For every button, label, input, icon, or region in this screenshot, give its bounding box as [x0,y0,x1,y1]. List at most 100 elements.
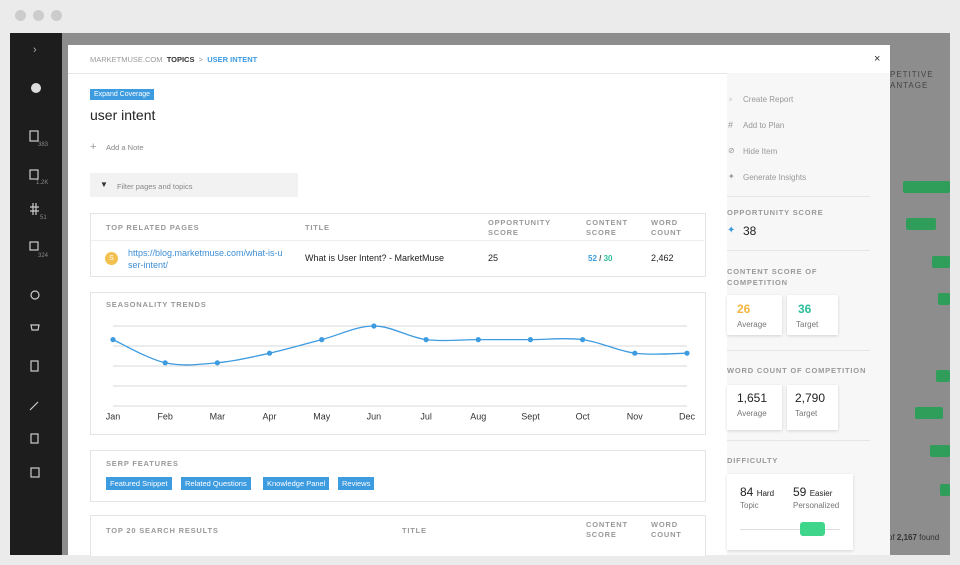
word-count: 2,462 [651,253,674,263]
action[interactable]: Add to Plan [743,121,785,130]
data-point [162,360,168,366]
stat-label: Average [737,409,767,418]
filter-box[interactable] [90,173,298,197]
x-tick-label: Aug [470,411,486,421]
window-dot [51,10,62,21]
target: 30 [603,254,613,263]
bg-bar [903,181,950,193]
target-word-count: 2,790 [795,391,826,405]
content-score: 52 / 30 [588,254,613,263]
bg-bar [906,218,936,230]
sidebar-count: 51 [40,215,47,221]
section-title: WORD COUNT OF COMPETITION [727,366,867,375]
data-point [110,337,116,343]
crumb[interactable]: MARKETMUSE.COM [90,55,163,64]
target-score: 36 [798,302,812,316]
value: 84 [740,485,754,499]
action[interactable]: Hide Item [743,147,778,156]
column-header: TOP RELATED PAGES [106,223,200,232]
filter-icon: ▼ [100,180,108,189]
bg-bar [932,256,950,268]
section-title: DIFFICULTY [727,456,779,465]
user-icon[interactable] [31,83,41,93]
close-button[interactable]: × [874,53,881,65]
modal-header [68,45,890,74]
data-point [266,350,273,356]
bg-bar [936,370,950,382]
average-word-count: 1,651 [737,391,768,405]
sidebar-toggle[interactable]: › [33,44,37,56]
column-header: TITLE [305,223,330,232]
opportunity-score: 38 [743,224,757,238]
slider-track [740,529,840,530]
stat-label: Target [795,409,818,418]
badge[interactable]: Expand Coverage [90,89,155,100]
filter-placeholder[interactable]: Filter pages and topics [117,182,193,191]
row-divider [90,240,704,241]
bg-bar [930,445,950,457]
sidebar-count: 383 [38,142,49,148]
seasonality-card [90,292,706,435]
x-tick-label: Sept [521,411,540,421]
stat-label: Target [796,320,819,329]
data-point [423,337,429,343]
serp-card [90,450,706,502]
column-header: WORD COUNT [651,520,682,539]
separator: / [599,254,602,263]
breadcrumb: MARKETMUSE.COM TOPICS > USER INTENT [90,55,257,64]
search-results-card [90,515,706,556]
difficulty-topic: 84 Hard [740,485,774,499]
x-tick-label: Apr [263,411,277,421]
x-tick-label: Jan [106,411,121,421]
section-title: CONTENT SCORE OF COMPETITION [727,267,818,287]
stat-label: Average [737,320,767,329]
serp-tag[interactable]: Featured Snippet [106,477,172,490]
x-tick-label: Jun [367,411,382,421]
column-header: CONTENT SCORE [586,520,628,539]
data-point [371,323,377,329]
stat-label: Topic [740,501,759,510]
plus-icon: + [90,141,97,153]
bg-bar [915,407,943,419]
x-tick-label: Dec [679,411,696,421]
stat-box [787,295,838,335]
topic-title: user intent [90,107,156,123]
found-count: of 2,167 found [888,533,939,542]
serp-tag[interactable]: Reviews [338,477,375,490]
separator: > [198,55,204,64]
add-note[interactable]: Add a Note [106,143,144,152]
level: Easier [809,489,833,498]
x-tick-label: Oct [576,411,591,421]
section-title: SERP FEATURES [106,459,179,468]
action[interactable]: Create Report [743,95,794,104]
value: 59 [793,485,807,499]
sidebar-count: 324 [38,253,49,259]
action-icon: ▫ [729,95,732,104]
action-icon: ✦ [728,172,735,181]
column-header: OPPORTUNITY SCORE [488,218,551,237]
column-header: TITLE [402,526,427,535]
window-dot [33,10,44,21]
serp-tag[interactable]: Knowledge Panel [263,477,330,490]
stat-box [787,385,838,430]
text: of [888,533,895,542]
bg-bar [938,293,950,305]
crumb: USER INTENT [207,55,258,64]
sidebar-icons[interactable] [26,125,50,495]
page-url[interactable]: https://blog.marketmuse.com/what-is-user… [128,248,283,270]
bg-bar [940,484,950,496]
page-icon: S [105,252,118,265]
divider [727,350,870,351]
stat-label: Personalized [793,501,840,510]
action[interactable]: Generate Insights [743,173,807,182]
sparkle-icon: ✦ [727,225,736,236]
crumb[interactable]: TOPICS [166,55,195,64]
data-point [684,350,690,356]
slider-handle[interactable] [800,522,825,536]
serp-tag[interactable]: Related Questions [181,477,251,490]
stat-box [727,295,782,335]
section-title: OPPORTUNITY SCORE [727,208,824,217]
difficulty-personal: 59 Easier [793,485,832,499]
data-point [527,337,534,343]
x-tick-label: Feb [157,411,173,421]
